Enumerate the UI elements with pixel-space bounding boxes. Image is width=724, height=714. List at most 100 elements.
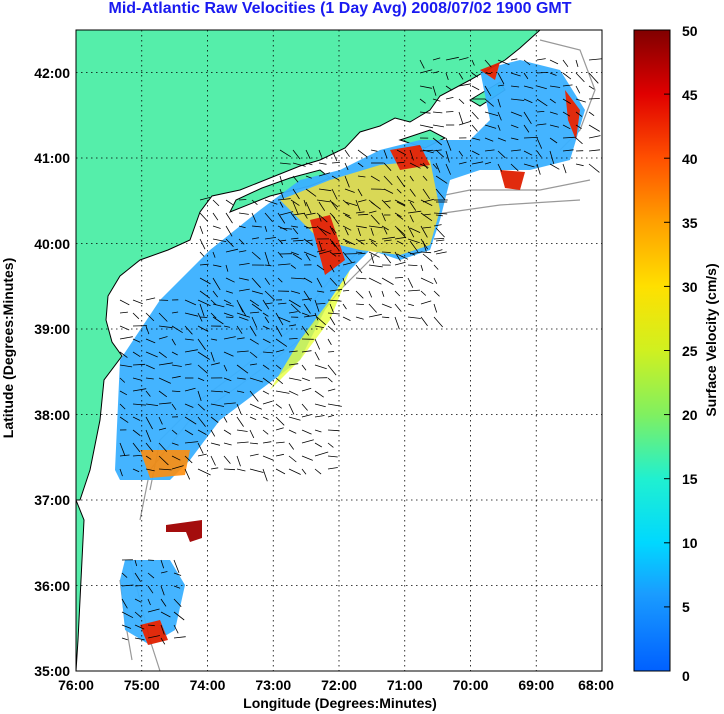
velocity-vector xyxy=(329,316,336,326)
velocity-vector xyxy=(305,201,312,214)
velocity-vector xyxy=(445,137,452,151)
velocity-vector xyxy=(158,442,168,452)
velocity-vector xyxy=(523,150,533,156)
velocity-vector xyxy=(301,414,312,418)
velocity-vector xyxy=(435,175,448,184)
velocity-vector xyxy=(357,188,363,197)
velocity-vector xyxy=(173,598,182,607)
velocity-vector xyxy=(121,611,134,619)
velocity-vector xyxy=(368,290,373,298)
velocity-vector xyxy=(510,85,520,88)
velocity-vector xyxy=(262,416,269,420)
velocity-vector xyxy=(279,239,287,242)
velocity-vector xyxy=(562,111,571,117)
velocity-vector xyxy=(199,238,206,250)
page-title: Mid-Atlantic Raw Velocities (1 Day Avg) … xyxy=(108,0,572,17)
velocity-vector xyxy=(132,388,147,392)
velocity-vector xyxy=(409,149,414,161)
colorbar-tick-label: 35 xyxy=(682,215,698,231)
velocity-vector xyxy=(197,416,206,427)
velocity-vector xyxy=(279,162,291,165)
velocity-vector xyxy=(119,454,130,457)
velocity-vector xyxy=(303,303,311,314)
velocity-vector xyxy=(419,69,433,74)
velocity-vector xyxy=(458,57,469,61)
velocity-vector xyxy=(279,211,294,216)
velocity-vector xyxy=(331,162,340,164)
velocity-vector xyxy=(331,252,342,255)
velocity-vector xyxy=(445,150,450,163)
velocity-vector xyxy=(588,111,595,117)
velocity-vector xyxy=(236,403,242,415)
velocity-vector xyxy=(396,253,409,260)
velocity-vector xyxy=(383,149,388,159)
velocity-vector xyxy=(420,300,432,305)
velocity-vector xyxy=(458,83,472,87)
velocity-vector xyxy=(279,175,283,186)
velocity-vector xyxy=(249,351,258,359)
velocity-vector xyxy=(145,325,150,335)
velocity-vector xyxy=(344,214,352,219)
velocity-vector xyxy=(327,364,337,376)
velocity-vector xyxy=(119,311,128,314)
velocity-vector xyxy=(484,111,499,117)
velocity-vector xyxy=(314,312,319,321)
velocity-vector xyxy=(223,299,232,305)
velocity-vector xyxy=(523,59,531,66)
velocity-vector xyxy=(314,364,327,370)
velocity-vector xyxy=(510,124,519,129)
velocity-vector xyxy=(342,251,352,263)
velocity-vector xyxy=(435,227,445,238)
velocity-vector xyxy=(264,251,270,266)
velocity-vector xyxy=(327,377,333,383)
velocity-vector xyxy=(394,316,400,330)
velocity-vector xyxy=(331,149,338,162)
velocity-vector xyxy=(225,225,233,237)
velocity-vector xyxy=(523,124,530,133)
velocity-vector xyxy=(238,288,250,292)
velocity-vector xyxy=(277,263,291,266)
velocity-vector xyxy=(277,238,284,245)
velocity-vector xyxy=(158,402,172,405)
velocity-vector xyxy=(383,200,391,203)
velocity-vector xyxy=(331,214,340,225)
velocity-vector xyxy=(314,338,321,350)
velocity-vector xyxy=(575,163,584,167)
velocity-vector xyxy=(171,465,184,470)
velocity-vector xyxy=(445,56,459,61)
velocity-vector xyxy=(275,338,288,347)
velocity-vector xyxy=(355,225,367,229)
velocity-vector xyxy=(275,441,285,444)
velocity-vector xyxy=(357,175,366,178)
velocity-vector xyxy=(119,377,126,383)
velocity-vector xyxy=(329,199,338,210)
lon-tick-label: 75:00 xyxy=(124,677,160,693)
velocity-vector xyxy=(510,137,519,141)
velocity-vector xyxy=(223,455,231,464)
velocity-vector xyxy=(171,442,179,446)
velocity-vector xyxy=(249,453,259,457)
velocity-vector xyxy=(331,227,337,234)
velocity-vector xyxy=(288,442,295,450)
velocity-vector xyxy=(236,312,251,318)
velocity-vector xyxy=(562,84,573,87)
velocity-vector xyxy=(305,239,313,242)
velocity-vector xyxy=(370,214,380,225)
velocity-vector xyxy=(225,316,234,318)
velocity-vector xyxy=(275,364,282,370)
velocity-vector xyxy=(314,442,323,448)
velocity-vector xyxy=(290,277,305,280)
velocity-vector xyxy=(318,227,331,235)
velocity-vector xyxy=(327,403,342,407)
velocity-vector xyxy=(433,277,438,284)
colorbar-tick-label: 0 xyxy=(682,668,690,684)
velocity-vector xyxy=(327,351,335,353)
velocity-vector xyxy=(292,188,300,200)
velocity-vector xyxy=(225,290,234,294)
velocity-vector xyxy=(301,387,312,392)
velocity-vector xyxy=(575,98,586,103)
velocity-vector xyxy=(210,416,219,423)
velocity-vector xyxy=(588,135,601,139)
velocity-vector xyxy=(236,364,249,374)
velocity-vector xyxy=(160,624,165,635)
